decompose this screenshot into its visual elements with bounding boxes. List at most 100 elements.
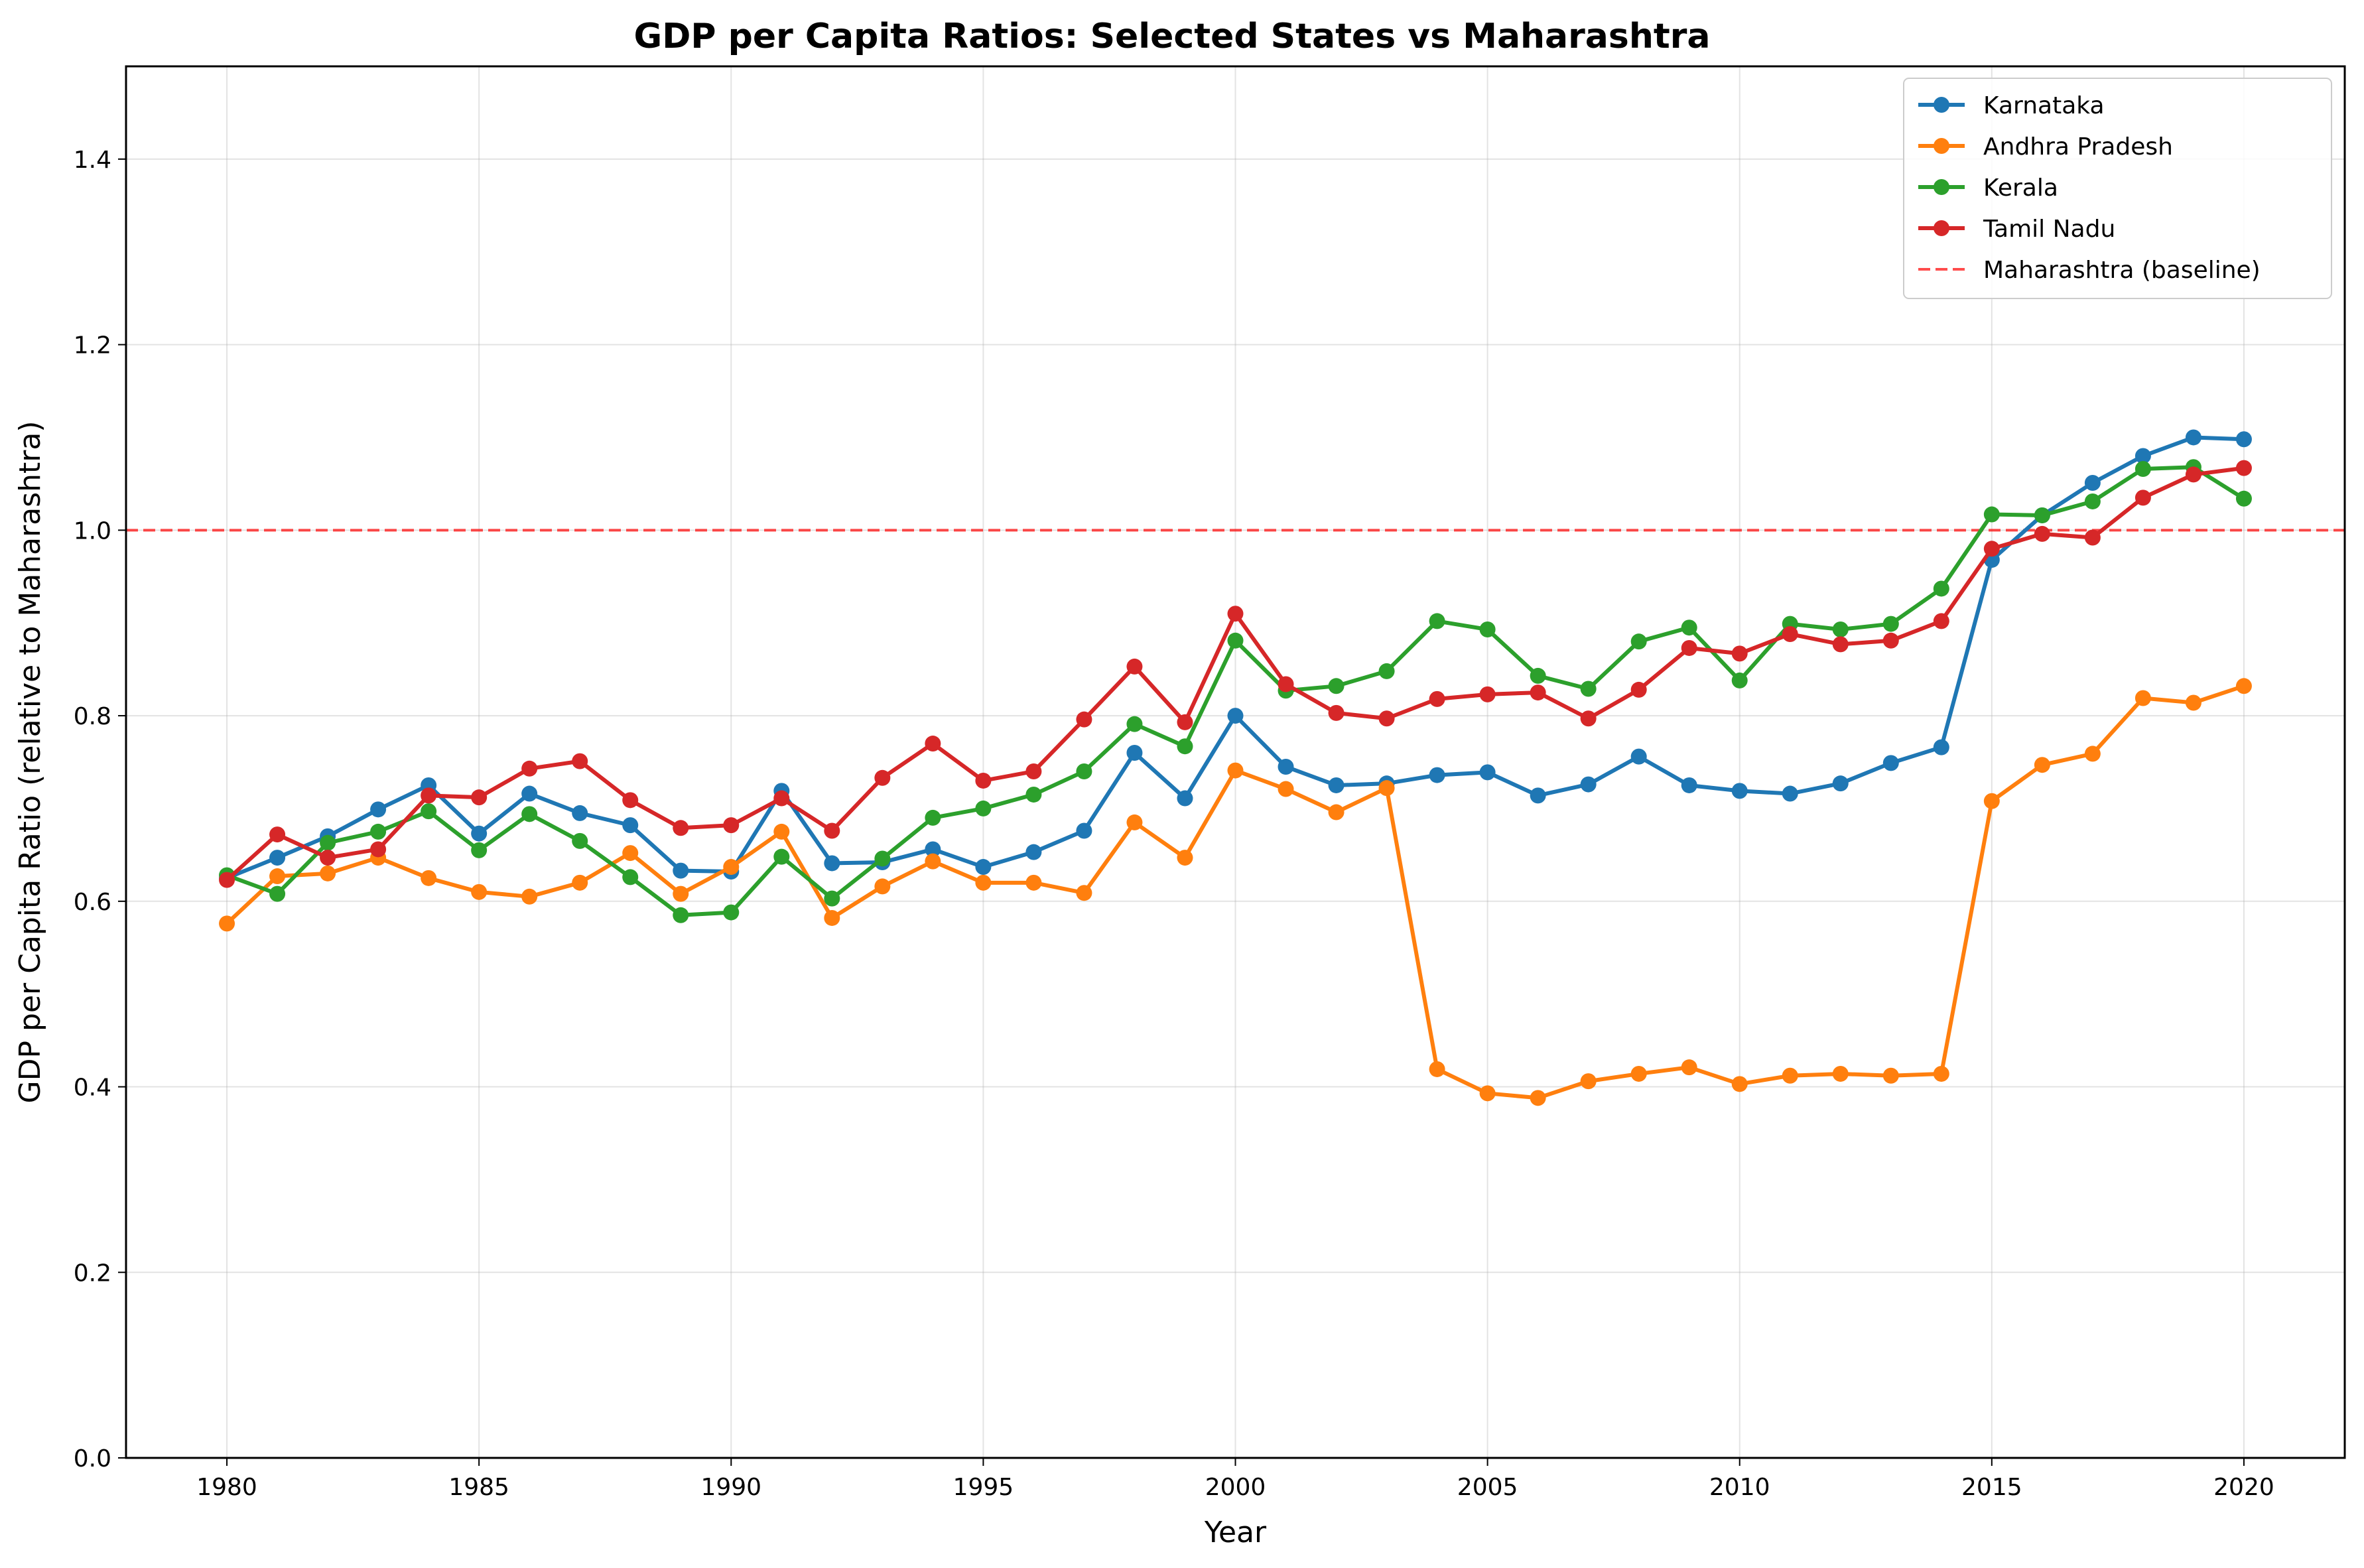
data-point-karnataka <box>1630 748 1647 765</box>
data-point-tamil-nadu <box>925 736 941 752</box>
data-point-kerala <box>1025 786 1042 803</box>
data-point-kerala <box>723 904 740 921</box>
data-point-kerala <box>320 834 336 851</box>
data-point-andhra-pradesh <box>1530 1090 1546 1106</box>
data-point-tamil-nadu <box>521 760 538 777</box>
legend-label: Tamil Nadu <box>1983 216 2115 243</box>
data-point-kerala <box>824 890 840 907</box>
data-point-andhra-pradesh <box>975 874 992 891</box>
data-point-andhra-pradesh <box>1479 1085 1496 1102</box>
data-point-andhra-pradesh <box>572 874 588 891</box>
data-point-kerala <box>572 832 588 849</box>
data-point-tamil-nadu <box>1278 676 1294 692</box>
data-point-karnataka <box>2185 429 2201 446</box>
data-point-tamil-nadu <box>824 822 840 839</box>
data-point-kerala <box>1328 678 1345 694</box>
data-point-tamil-nadu <box>2084 529 2101 546</box>
data-point-karnataka <box>1580 776 1597 793</box>
data-point-karnataka <box>1076 822 1092 839</box>
x-tick-label: 1980 <box>196 1474 257 1501</box>
data-point-karnataka <box>521 785 538 802</box>
data-point-andhra-pradesh <box>1025 874 1042 891</box>
data-point-karnataka <box>925 841 941 858</box>
legend-item: Karnataka <box>1918 92 2105 119</box>
data-point-tamil-nadu <box>1378 710 1395 727</box>
data-point-andhra-pradesh <box>320 865 336 882</box>
data-point-andhra-pradesh <box>1933 1065 1949 1082</box>
data-point-andhra-pradesh <box>1328 804 1345 820</box>
data-point-karnataka <box>1530 787 1546 804</box>
data-point-kerala <box>1429 613 1445 629</box>
data-point-andhra-pradesh <box>2134 690 2151 706</box>
x-tick-label: 2020 <box>2213 1474 2274 1501</box>
data-point-andhra-pradesh <box>471 883 488 900</box>
data-point-andhra-pradesh <box>824 909 840 926</box>
data-point-karnataka <box>1328 777 1345 793</box>
legend-box <box>1903 78 2332 299</box>
data-point-andhra-pradesh <box>673 885 689 902</box>
x-tick-label: 1990 <box>700 1474 761 1501</box>
data-point-kerala <box>874 850 891 867</box>
data-point-andhra-pradesh <box>521 888 538 905</box>
data-point-kerala <box>370 823 387 840</box>
data-point-kerala <box>521 806 538 822</box>
data-point-andhra-pradesh <box>874 878 891 895</box>
series-tamil-nadu <box>219 460 2252 888</box>
data-point-tamil-nadu <box>320 850 336 866</box>
axis-ticks: 1980 1985 1990 1995 2000 2005 2010 2015 2020 0.0 0… <box>74 147 2274 1501</box>
data-point-tamil-nadu <box>1227 606 1244 622</box>
data-point-andhra-pradesh <box>2034 757 2050 773</box>
data-point-kerala <box>269 885 286 902</box>
data-point-andhra-pradesh <box>1580 1073 1597 1090</box>
x-tick-label: 2005 <box>1457 1474 1518 1501</box>
data-point-tamil-nadu <box>622 792 639 809</box>
data-point-tamil-nadu <box>1126 658 1143 675</box>
x-axis-label: Year <box>1204 1516 1267 1549</box>
data-point-karnataka <box>1782 785 1798 802</box>
y-tick-label: 0.0 <box>74 1445 111 1472</box>
chart-title: GDP per Capita Ratios: Selected States v… <box>634 17 1711 56</box>
data-point-andhra-pradesh <box>1832 1065 1849 1082</box>
data-point-karnataka <box>1025 844 1042 860</box>
data-point-kerala <box>1832 621 1849 637</box>
data-point-karnataka <box>370 801 387 818</box>
data-point-andhra-pradesh <box>622 845 639 862</box>
series-andhra-pradesh <box>219 678 2252 1106</box>
data-point-andhra-pradesh <box>269 868 286 885</box>
data-point-kerala <box>2084 493 2101 509</box>
data-point-andhra-pradesh <box>1882 1067 1899 1084</box>
data-point-tamil-nadu <box>1681 639 1697 656</box>
data-point-karnataka <box>572 805 588 821</box>
data-point-kerala <box>1882 616 1899 632</box>
data-point-kerala <box>1630 633 1647 650</box>
data-point-karnataka <box>1479 764 1496 781</box>
y-tick-label: 0.2 <box>74 1260 111 1287</box>
data-point-karnataka <box>1126 745 1143 761</box>
series-kerala <box>219 459 2252 923</box>
data-point-kerala <box>622 869 639 885</box>
data-point-tamil-nadu <box>1479 686 1496 702</box>
data-point-tamil-nadu <box>219 872 235 888</box>
y-tick-label: 1.4 <box>74 147 111 174</box>
y-tick-label: 0.4 <box>74 1075 111 1102</box>
data-point-tamil-nadu <box>1076 711 1092 728</box>
data-point-karnataka <box>1177 790 1193 807</box>
legend: Karnataka Andhra Pradesh Kerala Tamil Nadu M… <box>1903 78 2332 299</box>
data-point-andhra-pradesh <box>1782 1067 1798 1084</box>
data-point-tamil-nadu <box>1782 625 1798 642</box>
data-point-tamil-nadu <box>1530 685 1546 701</box>
x-tick-label: 2015 <box>1961 1474 2022 1501</box>
data-point-tamil-nadu <box>1025 763 1042 779</box>
legend-label: Kerala <box>1983 174 2058 202</box>
data-point-kerala <box>1983 506 2000 523</box>
y-tick-label: 0.6 <box>74 889 111 916</box>
legend-swatch-marker <box>1934 220 1949 236</box>
data-point-andhra-pradesh <box>421 870 437 886</box>
data-point-andhra-pradesh <box>1630 1065 1647 1082</box>
data-point-kerala <box>1580 681 1597 697</box>
data-point-karnataka <box>1429 767 1445 783</box>
data-point-kerala <box>1227 632 1244 649</box>
data-point-andhra-pradesh <box>2235 678 2252 694</box>
data-point-kerala <box>1177 738 1193 755</box>
data-point-tamil-nadu <box>1731 645 1748 662</box>
